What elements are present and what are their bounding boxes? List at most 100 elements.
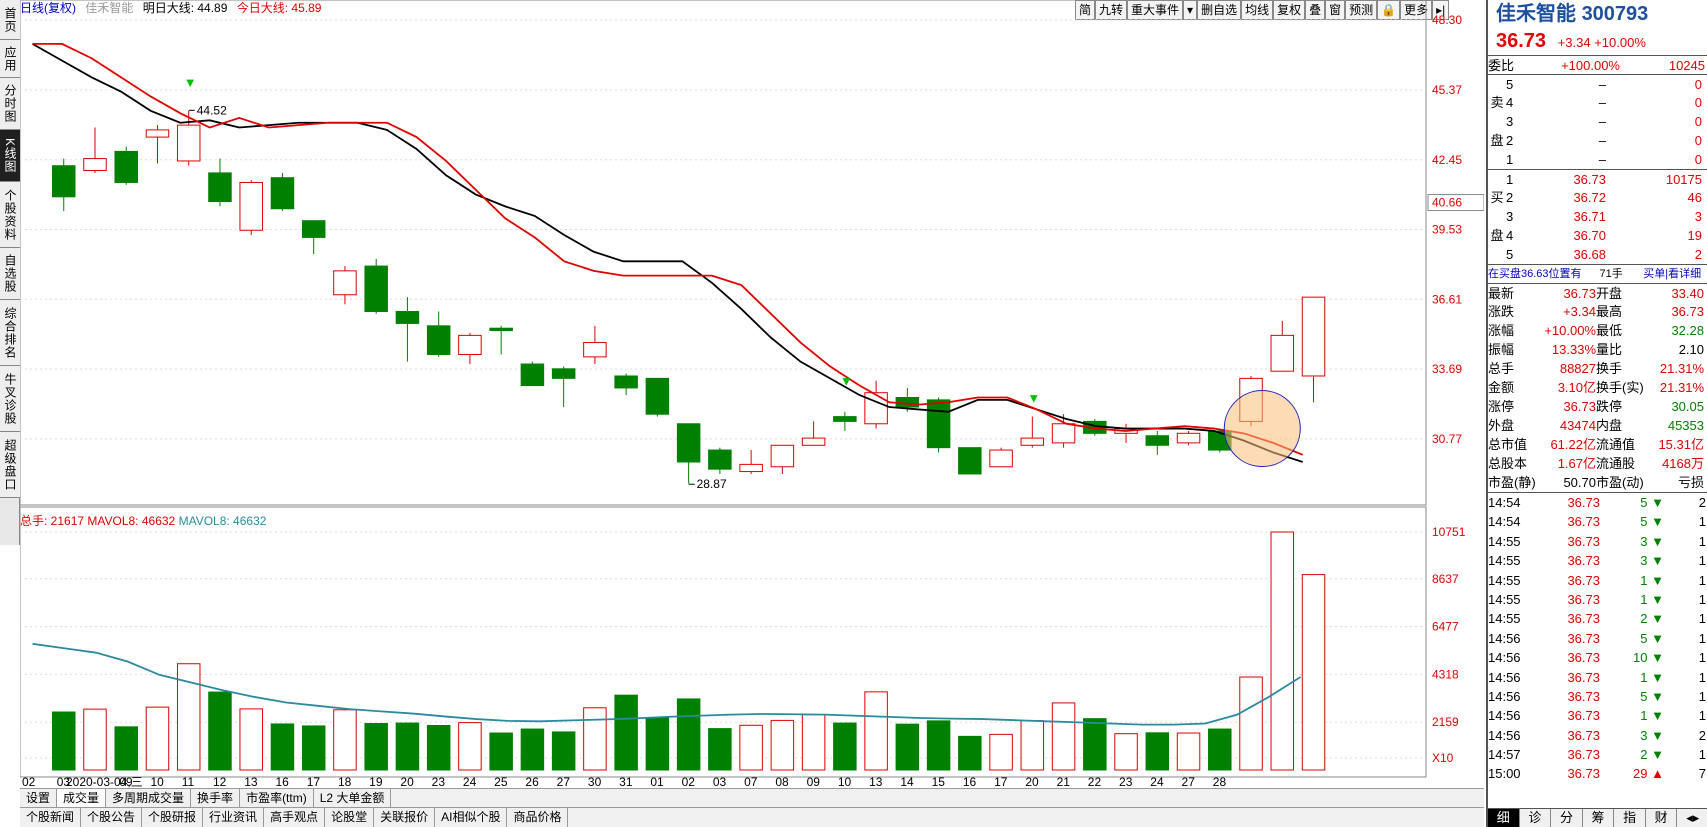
left-tab-6[interactable]: 综合排名 [0, 300, 20, 366]
quote-tab-5[interactable]: 财 [1646, 809, 1678, 827]
volume-bar [395, 722, 420, 771]
quote-tab-6[interactable]: ◂▸ [1677, 809, 1707, 827]
candle-body [51, 165, 76, 198]
quote-tab-1[interactable]: 诊 [1520, 809, 1552, 827]
x-axis-label: 24 [1150, 775, 1164, 789]
x-axis-label: 10 [838, 775, 852, 789]
toolbar-button-4[interactable]: 删自选 [1197, 0, 1242, 20]
indicator-tab-0[interactable]: 设置 [20, 789, 58, 808]
tick-price: 36.73 [1567, 688, 1600, 704]
indicator-tab-1[interactable]: 成交量 [57, 789, 107, 808]
tick-time: 14:56 [1488, 650, 1521, 666]
indicator-tab-2[interactable]: 多周期成交量 [106, 789, 192, 808]
left-tab-4[interactable]: 个股资料 [0, 182, 20, 248]
indicator-tab-5[interactable]: L2 大单金额 [314, 789, 392, 808]
indicator-tab-4[interactable]: 市盈率(ttm) [240, 789, 314, 808]
volume-bar [458, 722, 482, 771]
tick-count: 1 [1698, 514, 1706, 530]
buy-row-3: 盘 4 36.70 19 [1488, 226, 1707, 245]
current-price-tag [1427, 194, 1484, 212]
tick-row: 14:55 36.73 3 ▼ 1 [1488, 532, 1707, 551]
news-tab-8[interactable]: 商品价格 [507, 808, 569, 827]
news-tab-5[interactable]: 论股堂 [325, 808, 375, 827]
volume-bar [83, 708, 107, 771]
stat-cell: 市盈(动) [1596, 475, 1644, 490]
x-axis-label: 14 [900, 775, 914, 789]
volume-bar [239, 708, 263, 771]
mavol-line [32, 642, 1302, 726]
tick-row: 14:56 36.73 1 ▼ 1 [1488, 668, 1707, 687]
stat-cell: 最高 [1596, 304, 1623, 319]
x-axis-label: 22 [1088, 775, 1102, 789]
toolbar-button-11[interactable]: 更多 [1400, 0, 1433, 20]
sell-volume: 0 [1694, 152, 1702, 167]
tick-count: 1 [1698, 553, 1706, 569]
quote-tab-2[interactable]: 分 [1551, 809, 1583, 827]
news-tab-1[interactable]: 个股公告 [81, 808, 143, 827]
quote-tab-3[interactable]: 筹 [1583, 809, 1615, 827]
tick-volume: 5 ▼ [1640, 495, 1664, 510]
kline-mode[interactable]: 日线(复权) [20, 1, 76, 15]
tick-count: 1 [1698, 747, 1706, 763]
candle-body [1176, 432, 1201, 444]
news-tab-3[interactable]: 行业资讯 [203, 808, 265, 827]
x-axis-label: 11 [182, 775, 195, 789]
candle-body [489, 327, 513, 332]
stat-cell: 15.31亿 [1658, 437, 1704, 452]
volume-bar [364, 723, 388, 771]
left-tab-8[interactable]: 超级盘口 [0, 432, 20, 498]
news-tab-6[interactable]: 关联报价 [374, 808, 436, 827]
tick-time: 14:55 [1488, 572, 1521, 588]
tick-row: 14:56 36.73 5 ▼ 1 [1488, 629, 1707, 648]
sell-level: 2 [1506, 133, 1514, 148]
stock-name-label: 佳禾智能 [85, 1, 134, 15]
stat-row-1: 涨跌 +3.34 最高 36.73 [1488, 302, 1707, 321]
tick-volume: 1 ▼ [1640, 591, 1664, 607]
left-tab-3[interactable]: K线图 [0, 130, 20, 182]
left-tab-1[interactable]: 应用 [0, 40, 20, 78]
green-arrow-icon: ▼ [184, 75, 197, 90]
left-tab-5[interactable]: 自选股 [0, 248, 20, 300]
quote-tab-4[interactable]: 指 [1614, 809, 1646, 827]
toolbar-button-7[interactable]: 叠 [1305, 0, 1326, 20]
sell-side-label: 盘 [1490, 133, 1504, 148]
x-axis-label: 13 [244, 775, 258, 789]
toolbar-button-2[interactable]: 重大事件 [1127, 0, 1184, 20]
weibi-cell-2: 10245 [1668, 58, 1705, 73]
candle-body [520, 363, 545, 387]
left-tab-2[interactable]: 分时图 [0, 78, 20, 130]
left-tab-7[interactable]: 牛叉诊股 [0, 366, 20, 432]
volume-bar [583, 707, 607, 771]
price-tick-label: 36.61 [1432, 292, 1462, 306]
sell-price: – [1598, 152, 1606, 167]
news-tab-4[interactable]: 高手观点 [264, 808, 326, 827]
green-arrow-icon: ▼ [840, 374, 853, 389]
news-tab-0[interactable]: 个股新闻 [20, 808, 82, 827]
volume-tick-label: 2159 [1432, 715, 1459, 729]
stat-row-5: 金额 3.10亿 换手(实) 21.31% [1488, 378, 1707, 397]
quote-title: 佳禾智能 300793 [1488, 0, 1707, 28]
quote-tab-0[interactable]: 细 [1488, 809, 1520, 827]
toolbar-button-12[interactable]: ▸| [1432, 0, 1450, 20]
x-axis-label: 25 [494, 775, 508, 789]
volume-header: 总手: 21617 MAVOL8: 46632 MAVOL8: 46632 [20, 513, 266, 529]
tick-volume: 2 ▼ [1640, 747, 1664, 763]
left-tab-0[interactable]: 首页 [0, 0, 20, 40]
quote-pct: +10.00% [1594, 35, 1646, 50]
candle-body [583, 342, 607, 358]
buy-row-2: 3 36.71 3 [1488, 207, 1707, 226]
price-tick-label: 42.45 [1432, 153, 1462, 167]
sell-row-1: 卖 4 – 0 [1488, 93, 1707, 112]
volume-tick-label: 6477 [1432, 620, 1459, 634]
buy-info-2[interactable]: 买单|看详细 [1643, 268, 1702, 280]
toolbar-button-6[interactable]: 复权 [1273, 0, 1306, 20]
kline-chart[interactable]: 48.30 45.37 42.45 39.53 36.61 33.69 30.77 40.66… [20, 0, 1484, 805]
weibi-row: 委比 +100.00% 10245 [1488, 55, 1707, 74]
stat-cell: 36.73 [1563, 399, 1596, 414]
sell-price: – [1598, 95, 1606, 110]
tick-volume: 10 ▼ [1633, 650, 1664, 666]
news-tab-2[interactable]: 个股研报 [142, 808, 204, 827]
tick-count: 2 [1698, 495, 1706, 510]
indicator-tab-3[interactable]: 换手率 [191, 789, 241, 808]
news-tab-7[interactable]: AI相似个股 [435, 808, 508, 827]
